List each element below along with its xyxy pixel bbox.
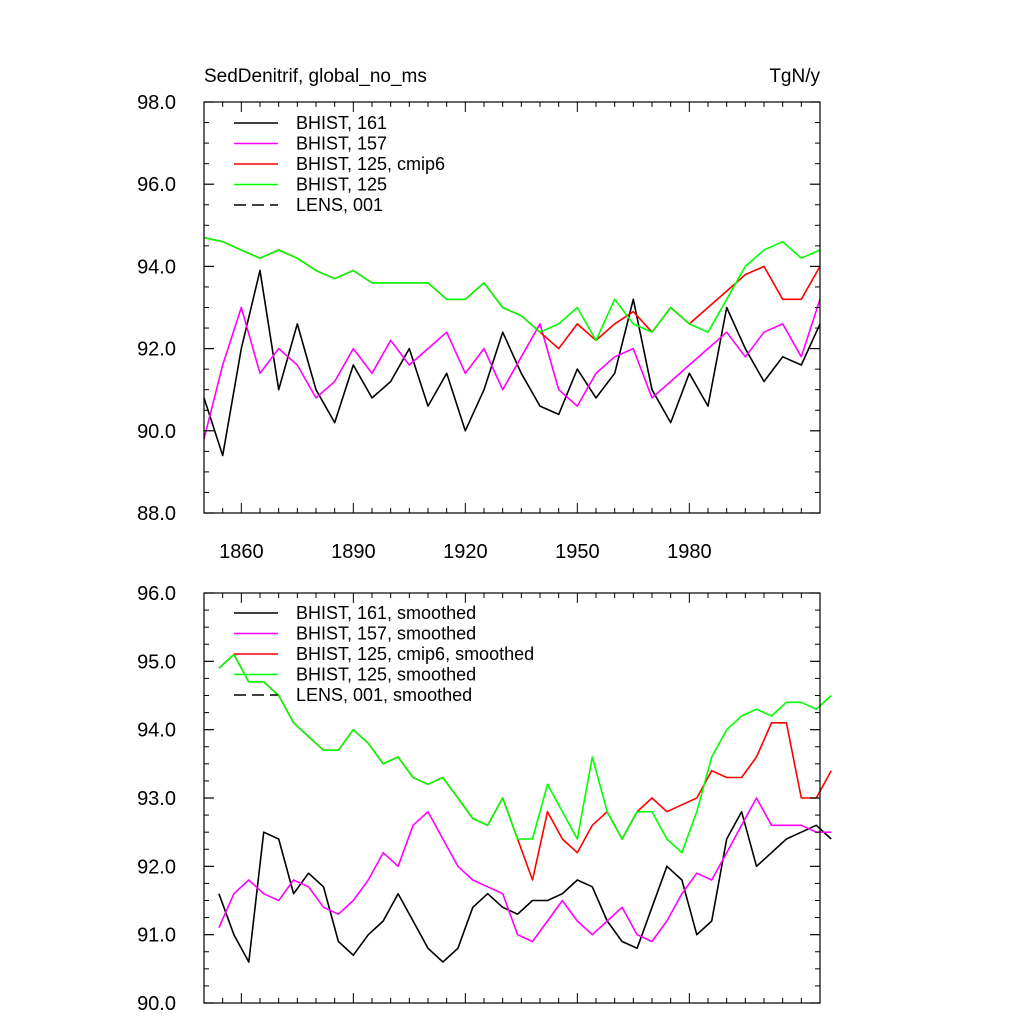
chart-title: SedDenitrif, global_no_ms — [204, 66, 427, 87]
y-tick-label: 96.0 — [137, 583, 176, 605]
x-tick-label: 1980 — [667, 541, 712, 563]
legend-label: BHIST, 157 — [296, 134, 387, 154]
series-line-0-3 — [203, 236, 821, 342]
legend-label: LENS, 001, smoothed — [296, 685, 472, 705]
series-line-0-2 — [203, 236, 821, 350]
legend-label: BHIST, 161 — [296, 113, 387, 133]
legend-label: BHIST, 161, smoothed — [296, 603, 476, 623]
y-tick-label: 94.0 — [137, 720, 176, 742]
x-tick-label: 1920 — [443, 541, 488, 563]
chart-panel-bottom: 90.0 91.0 92.0 93.0 94.0 95.0 96.0 BHIST, 161, … — [137, 583, 832, 1015]
y-tick-label: 94.0 — [137, 256, 176, 278]
legend-label: BHIST, 125, cmip6 — [296, 154, 445, 174]
x-tick-label: 1890 — [331, 541, 376, 563]
series-line-0-1 — [203, 299, 821, 440]
series-line-1-3 — [218, 653, 832, 854]
y-tick-label: 90.0 — [137, 993, 176, 1015]
series-line-0-0 — [203, 269, 821, 457]
legend-label: LENS, 001 — [296, 195, 383, 215]
y-tick-label: 95.0 — [137, 651, 176, 673]
series-line-1-0 — [218, 810, 832, 963]
y-tick-label: 93.0 — [137, 788, 176, 810]
units-label: TgN/y — [769, 66, 820, 87]
legend-label: BHIST, 125, smoothed — [296, 665, 476, 685]
y-tick-label: 88.0 — [137, 503, 176, 525]
legend-label: BHIST, 125, cmip6, smoothed — [296, 644, 534, 664]
legend-label: BHIST, 125 — [296, 175, 387, 195]
y-tick-label: 98.0 — [137, 92, 176, 114]
y-tick-label: 96.0 — [137, 174, 176, 196]
chart-panel-top: 88.0 90.0 92.0 94.0 96.0 98.0 1860 1890 1920 1950… — [137, 92, 821, 563]
x-tick-label: 1860 — [219, 541, 264, 563]
y-tick-label: 91.0 — [137, 925, 176, 947]
series-line-1-1 — [218, 797, 832, 943]
x-tick-label: 1950 — [555, 541, 600, 563]
legend-label: BHIST, 157, smoothed — [296, 624, 476, 644]
y-tick-label: 92.0 — [137, 856, 176, 878]
y-tick-label: 92.0 — [137, 339, 176, 361]
y-tick-label: 90.0 — [137, 421, 176, 443]
